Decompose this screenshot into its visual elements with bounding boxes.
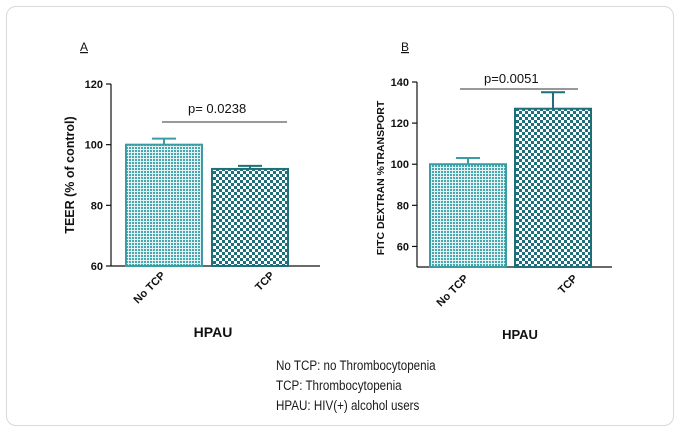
figure-canvas: A 60 80 100 120 p= 0.0238 TEER (% of contro… xyxy=(63,40,612,342)
panel-b-xcat-0: No TCP xyxy=(435,273,472,310)
panel-b: B 60 80 100 120 140 p=0.0051 FITC DEXTRAN %T… xyxy=(375,40,612,342)
panel-a-ytick-label-3: 120 xyxy=(85,79,103,91)
panel-b-y-ticks: 60 80 100 120 140 xyxy=(391,77,417,253)
panel-b-bars xyxy=(429,91,592,269)
panel-a-bar-1 xyxy=(211,167,289,267)
panel-b-bar-1 xyxy=(514,107,592,268)
panel-a-label: A xyxy=(80,40,88,54)
panel-b-p-value: p=0.0051 xyxy=(484,71,539,86)
legend-line-no-tcp: No TCP: no Thrombocytopenia xyxy=(276,358,436,373)
panel-b-ytick-label-1: 80 xyxy=(397,200,409,212)
panel-b-ytick-label-4: 140 xyxy=(391,77,409,89)
panel-b-ytick-label-3: 120 xyxy=(391,118,409,130)
panel-a-ytick-label-2: 100 xyxy=(85,140,103,152)
legend-line-hpau: HPAU: HIV(+) alcohol users xyxy=(276,398,420,413)
panel-b-xlabel: HPAU xyxy=(502,327,538,342)
figure-legend: No TCP: no Thrombocytopenia TCP: Thrombo… xyxy=(276,356,462,416)
panel-a-xcat-1: TCP xyxy=(253,270,277,294)
panel-b-ytick-label-0: 60 xyxy=(397,241,409,253)
panel-a-ylabel: TEER (% of control) xyxy=(63,116,77,233)
panel-b-bar-0 xyxy=(429,163,507,269)
panel-a-xlabel: HPAU xyxy=(194,324,233,340)
panel-b-ylabel: FITC DEXTRAN %TRANSPORT xyxy=(375,100,387,255)
panel-a-bars xyxy=(125,137,289,268)
legend-line-tcp: TCP: Thrombocytopenia xyxy=(276,378,402,393)
panel-a-bar-0 xyxy=(125,143,203,268)
panel-a-ytick-label-1: 80 xyxy=(91,200,103,212)
panel-b-ytick-label-2: 100 xyxy=(391,159,409,171)
panel-b-label: B xyxy=(401,40,409,54)
panel-a-p-value: p= 0.0238 xyxy=(188,101,246,116)
panel-a-ytick-label-0: 60 xyxy=(91,261,103,273)
panel-b-xcat-1: TCP xyxy=(556,273,580,297)
panel-a-xcat-0: No TCP xyxy=(132,270,169,307)
panel-a: A 60 80 100 120 p= 0.0238 TEER (% of contro… xyxy=(63,40,320,340)
panel-a-y-ticks: 60 80 100 120 xyxy=(85,79,111,273)
